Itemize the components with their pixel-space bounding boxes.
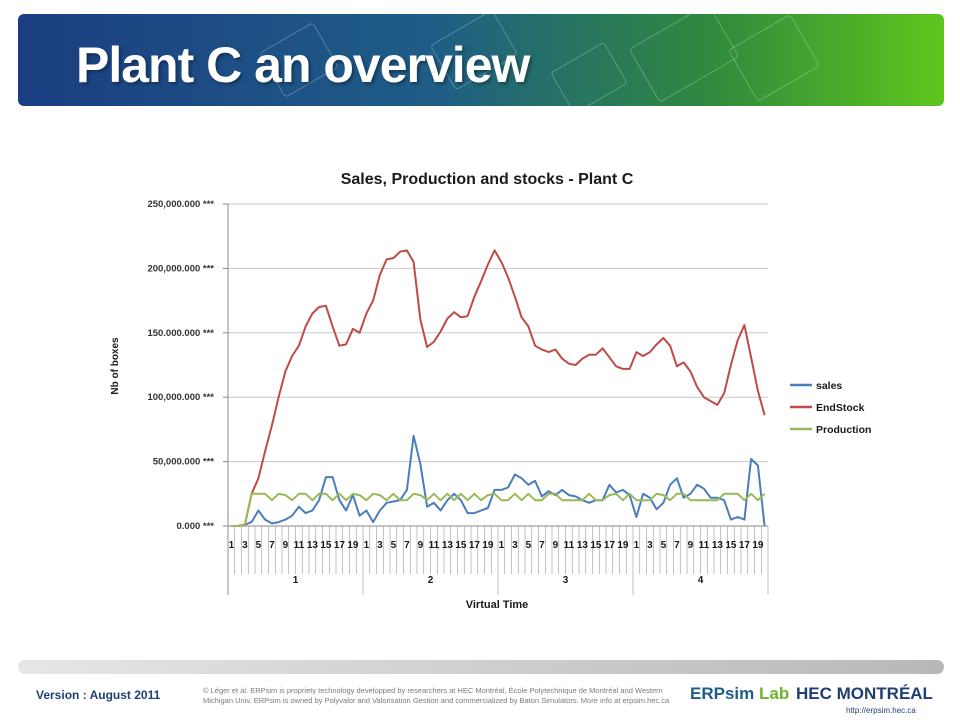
legend: sales EndStock Production xyxy=(790,380,871,436)
page-title: Plant C an overview xyxy=(76,37,530,93)
x-day-label: 17 xyxy=(739,540,751,551)
x-day-label: 7 xyxy=(404,540,410,551)
axes: 0.000 ***50,000.000 ***100,000.000 ***15… xyxy=(147,199,769,595)
copyright-note: © Léger et al. ERPsim is propriety techn… xyxy=(203,686,670,705)
x-day-label: 5 xyxy=(661,540,667,551)
x-day-label: 9 xyxy=(283,540,289,551)
y-axis-label: Nb of boxes xyxy=(110,337,121,395)
x-day-label: 1 xyxy=(229,540,235,551)
x-round-label: 4 xyxy=(698,575,704,586)
erpsim-logo-lab: Lab xyxy=(758,684,790,703)
series-line-endstock xyxy=(231,249,766,527)
x-day-label: 3 xyxy=(512,540,518,551)
x-round-label: 1 xyxy=(293,575,299,586)
x-day-label: 9 xyxy=(553,540,559,551)
erpsim-logo: ERPsim Lab xyxy=(690,684,789,704)
y-tick-label: 250,000.000 *** xyxy=(147,199,214,210)
legend-label: sales xyxy=(816,380,842,392)
x-day-label: 7 xyxy=(539,540,545,551)
series-line-sales xyxy=(231,434,766,527)
x-day-label: 19 xyxy=(617,540,629,551)
erpsim-logo-text: ERPsim xyxy=(690,684,755,703)
title-banner: Plant C an overview xyxy=(18,14,944,106)
x-day-label: 19 xyxy=(482,540,494,551)
hec-montreal-logo: HEC MONTRÉAL xyxy=(796,684,933,703)
x-day-label: 13 xyxy=(442,540,454,551)
x-day-label: 1 xyxy=(499,540,505,551)
y-tick-label: 200,000.000 *** xyxy=(147,263,214,274)
x-day-label: 11 xyxy=(564,540,575,551)
x-day-label: 1 xyxy=(634,540,640,551)
x-day-label: 19 xyxy=(347,540,359,551)
x-round-label: 3 xyxy=(563,575,569,586)
x-axis-label: Virtual Time xyxy=(466,599,529,611)
hec-url: http://erpsim.hec.ca xyxy=(846,706,916,715)
y-tick-label: 150.000.000 *** xyxy=(147,328,214,339)
x-day-label: 13 xyxy=(577,540,589,551)
x-day-label: 15 xyxy=(455,540,467,551)
x-day-label: 9 xyxy=(688,540,694,551)
x-day-label: 17 xyxy=(334,540,346,551)
x-day-label: 11 xyxy=(699,540,710,551)
x-day-label: 11 xyxy=(294,540,305,551)
x-day-label: 15 xyxy=(320,540,332,551)
legend-label: EndStock xyxy=(816,402,865,414)
series-lines xyxy=(231,249,766,527)
x-day-label: 17 xyxy=(604,540,616,551)
x-day-label: 5 xyxy=(391,540,397,551)
x-day-label: 7 xyxy=(269,540,275,551)
series-line-production xyxy=(231,492,766,527)
x-day-label: 13 xyxy=(307,540,319,551)
x-round-label: 2 xyxy=(428,575,434,586)
y-tick-label: 50,000.000 *** xyxy=(153,457,215,468)
footer-bar xyxy=(18,660,944,674)
chart-title: Sales, Production and stocks - Plant C xyxy=(341,171,634,188)
x-day-label: 19 xyxy=(752,540,764,551)
x-day-label: 15 xyxy=(725,540,737,551)
x-day-label: 3 xyxy=(242,540,248,551)
x-day-label: 3 xyxy=(377,540,383,551)
y-tick-label: 100,000.000 *** xyxy=(147,392,214,403)
x-day-label: 5 xyxy=(256,540,262,551)
legend-label: Production xyxy=(816,424,871,436)
x-day-label: 11 xyxy=(429,540,440,551)
version-label: Version : August 2011 xyxy=(36,688,161,702)
y-tick-label: 0.000 *** xyxy=(176,521,214,532)
x-day-label: 1 xyxy=(364,540,370,551)
x-day-label: 9 xyxy=(418,540,424,551)
grid xyxy=(228,203,768,527)
x-day-label: 13 xyxy=(712,540,724,551)
x-day-label: 5 xyxy=(526,540,532,551)
x-day-label: 3 xyxy=(647,540,653,551)
line-chart: Sales, Production and stocks - Plant C N… xyxy=(110,171,871,611)
x-day-label: 15 xyxy=(590,540,602,551)
x-day-label: 17 xyxy=(469,540,481,551)
x-day-label: 7 xyxy=(674,540,680,551)
